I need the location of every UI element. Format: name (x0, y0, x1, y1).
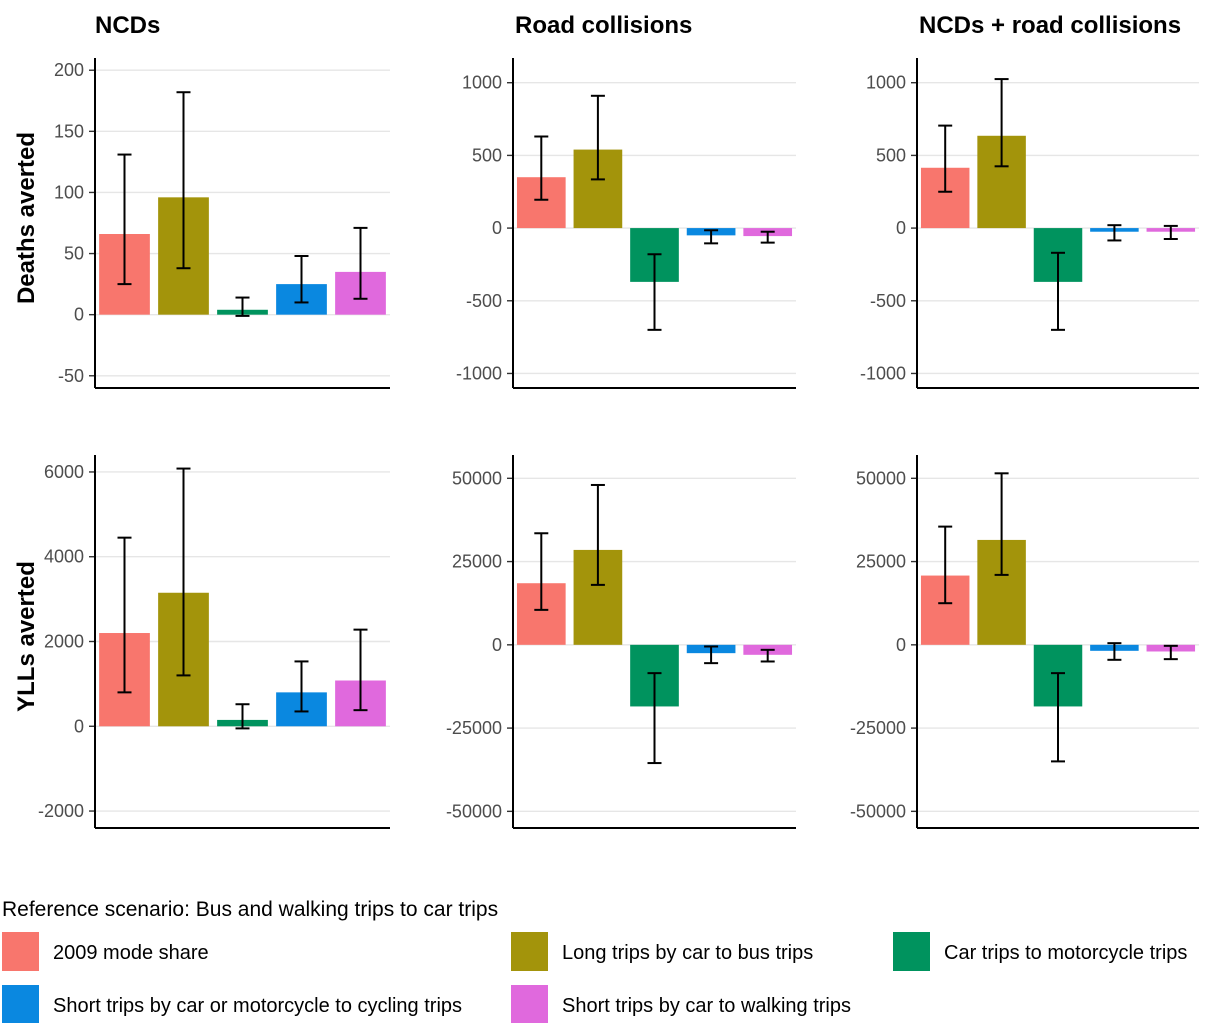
y-tick-label: -50000 (850, 801, 906, 821)
legend-label: 2009 mode share (53, 942, 209, 964)
y-tick-label: 0 (74, 716, 84, 736)
y-tick-label: 1000 (462, 73, 502, 93)
legend-swatch (2, 932, 39, 971)
panel-title: NCDs + road collisions (919, 12, 1181, 39)
chart-panel: -2000 0 2000 4000 6000 (38, 455, 390, 829)
y-tick-label: -25000 (850, 718, 906, 738)
y-tick-label: 1000 (866, 73, 906, 93)
y-tick-label: 0 (896, 635, 906, 655)
y-tick-label: 50 (64, 244, 84, 264)
y-tick-label: 150 (54, 121, 84, 141)
chart-panel: -50000 -25000 0 25000 50000 (850, 455, 1199, 829)
chart-panel: -50 0 50 100 150 200 (54, 58, 390, 389)
y-axis-label: Deaths averted (13, 132, 40, 304)
y-tick-label: 200 (54, 60, 84, 80)
y-axis-label: YLLs averted (13, 561, 40, 712)
y-tick-label: 4000 (44, 547, 84, 567)
chart-panel: -1000 -500 0 500 1000 (860, 58, 1199, 389)
y-tick-label: 2000 (44, 632, 84, 652)
y-tick-label: -500 (466, 291, 502, 311)
y-tick-label: 25000 (452, 552, 502, 572)
y-tick-label: 0 (492, 218, 502, 238)
y-tick-label: 0 (492, 635, 502, 655)
y-tick-label: 100 (54, 182, 84, 202)
legend-label: Car trips to motorcycle trips (944, 942, 1187, 964)
legend-label: Long trips by car to bus trips (562, 942, 813, 964)
chart-panel: -1000 -500 0 500 1000 (456, 58, 796, 389)
y-tick-label: -50 (58, 366, 84, 386)
y-tick-label: 50000 (452, 468, 502, 488)
y-tick-label: 50000 (856, 468, 906, 488)
legend-label: Short trips by car to walking trips (562, 995, 851, 1017)
y-tick-label: 500 (876, 145, 906, 165)
y-tick-label: -500 (870, 291, 906, 311)
y-tick-label: -2000 (38, 801, 84, 821)
legend-swatch (893, 932, 930, 971)
y-tick-label: -1000 (860, 363, 906, 383)
chart-panel: -50000 -25000 0 25000 50000 (446, 455, 796, 829)
legend-title: Reference scenario: Bus and walking trip… (2, 898, 498, 921)
y-tick-label: 500 (472, 145, 502, 165)
legend: Reference scenario: Bus and walking trip… (2, 898, 1187, 1023)
y-tick-label: 25000 (856, 552, 906, 572)
legend-swatch (511, 932, 548, 971)
legend-swatch (2, 985, 39, 1023)
legend-swatch (511, 985, 548, 1023)
y-tick-label: -1000 (456, 363, 502, 383)
y-tick-label: 0 (896, 218, 906, 238)
y-tick-label: 6000 (44, 462, 84, 482)
y-tick-label: 0 (74, 305, 84, 325)
panel-title: NCDs (95, 12, 160, 39)
legend-label: Short trips by car or motorcycle to cycl… (53, 995, 462, 1017)
panel-title: Road collisions (515, 12, 692, 39)
y-tick-label: -50000 (446, 801, 502, 821)
y-tick-label: -25000 (446, 718, 502, 738)
